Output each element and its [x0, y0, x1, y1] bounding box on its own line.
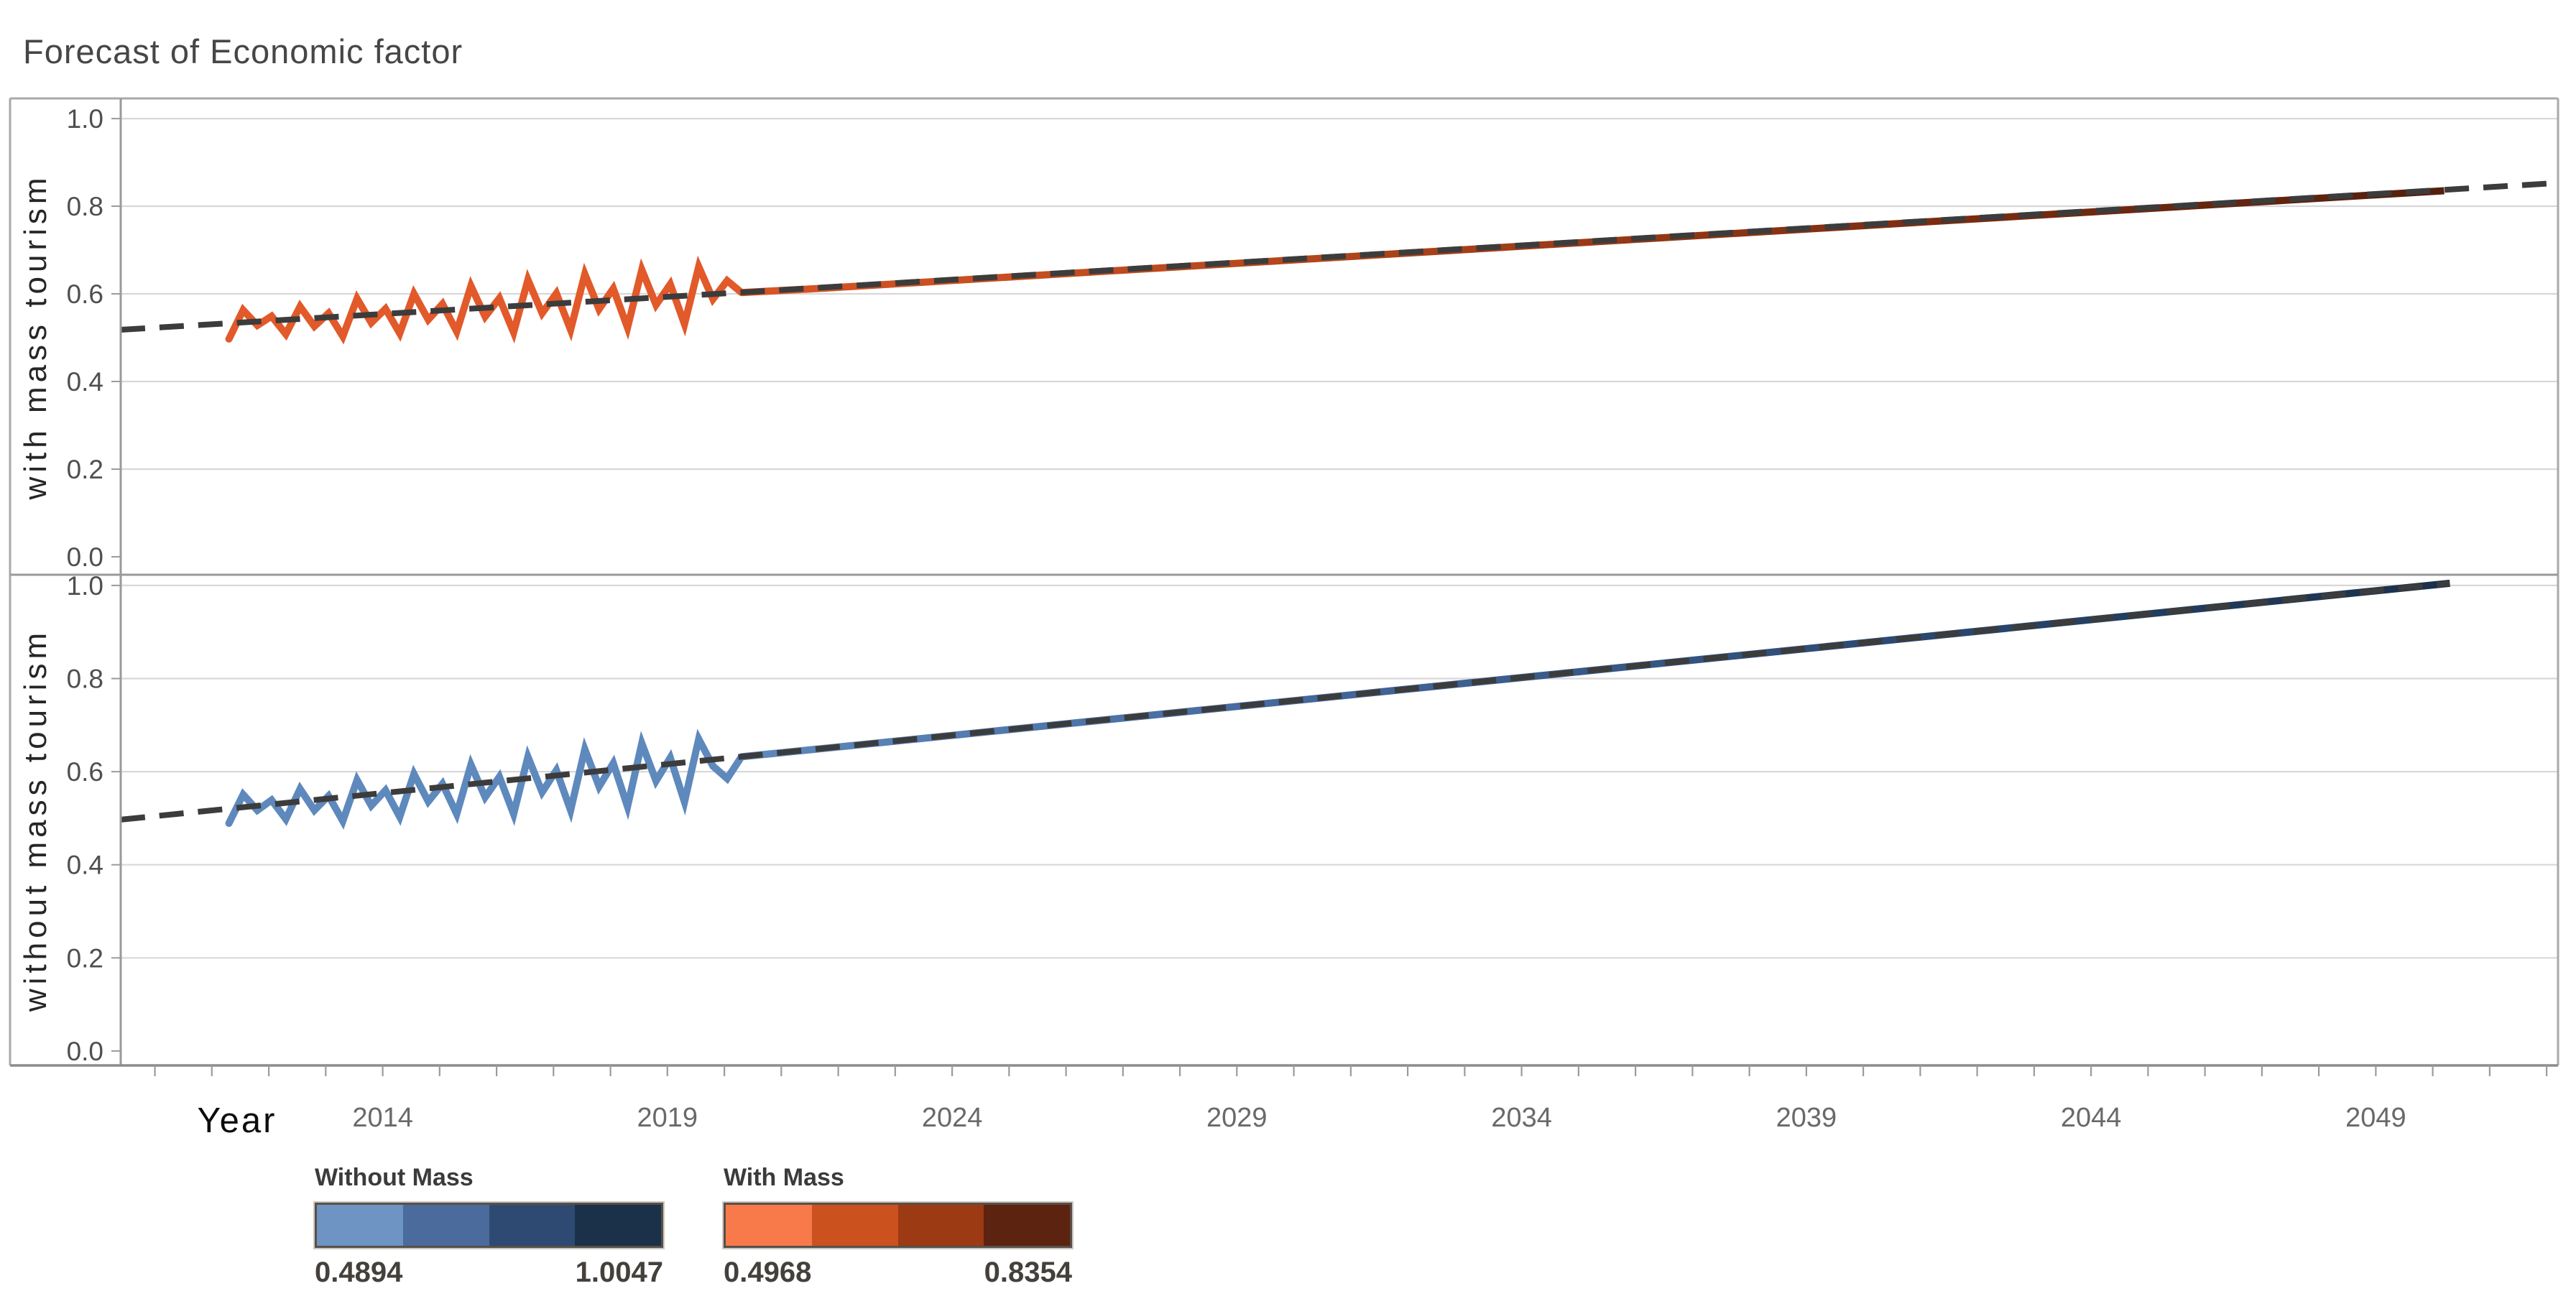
legend-without-mass: Without Mass 0.4894 1.0047 [313, 1164, 665, 1289]
x-tick-label: 2039 [1776, 1103, 1837, 1133]
x-tick-label: 2049 [2345, 1103, 2406, 1133]
trend-with-mass-tourism [120, 180, 2559, 333]
chart-title: Forecast of Economic factor [23, 32, 463, 70]
y-tick-label: 0.4 [67, 367, 103, 397]
legend-gradient-swatch[interactable] [313, 1201, 665, 1249]
x-tick-label: 2024 [922, 1103, 983, 1133]
actual-with-mass-tourism[interactable] [225, 255, 745, 345]
y-tick-label: 0.8 [67, 665, 103, 694]
legend-color-segment [811, 1205, 898, 1246]
legend-with-mass: With Mass 0.4968 0.8354 [722, 1164, 1074, 1289]
legend-color-segment [726, 1205, 812, 1246]
legend-max-value: 1.0047 [575, 1257, 663, 1288]
legend-range: 0.4968 0.8354 [724, 1257, 1072, 1289]
x-axis-title: Year [197, 1101, 277, 1140]
y-tick-label: 0.8 [67, 192, 103, 221]
trend-without-mass-tourism [120, 580, 2450, 823]
actual-without-mass-tourism[interactable] [225, 728, 745, 830]
legend-color-segment [402, 1205, 489, 1246]
panel-ylabel: without mass tourism [18, 629, 53, 1012]
y-tick-label: 1.0 [67, 571, 103, 601]
y-tick-label: 0.6 [67, 279, 103, 309]
legend-range: 0.4894 1.0047 [315, 1257, 663, 1289]
y-tick-label: 0.0 [67, 1037, 103, 1066]
y-tick-label: 0.0 [67, 542, 103, 572]
x-tick-label: 2044 [2061, 1103, 2122, 1133]
legend-min-value: 0.4894 [315, 1257, 403, 1288]
legend-title: With Mass [724, 1164, 844, 1191]
y-tick-label: 0.2 [67, 943, 103, 973]
y-tick-label: 0.4 [67, 851, 103, 880]
y-tick-label: 0.2 [67, 455, 103, 484]
legend-color-segment [897, 1205, 984, 1246]
x-tick-label: 2034 [1491, 1103, 1552, 1133]
legend-color-segment [489, 1205, 576, 1246]
x-tick-label: 2019 [637, 1103, 698, 1133]
y-tick-label: 0.6 [67, 757, 103, 787]
x-tick-label: 2029 [1206, 1103, 1268, 1133]
legend-gradient-swatch[interactable] [722, 1201, 1074, 1249]
legend-color-segment [984, 1205, 1070, 1246]
y-tick-label: 1.0 [67, 104, 103, 134]
x-tick-label: 2014 [352, 1103, 413, 1133]
legend-color-segment [575, 1205, 661, 1246]
legend-title: Without Mass [315, 1164, 474, 1191]
legend-color-segment [317, 1205, 403, 1246]
legend-max-value: 0.8354 [984, 1257, 1072, 1288]
panel-ylabel: with mass tourism [18, 173, 53, 500]
legend-min-value: 0.4968 [724, 1257, 812, 1288]
